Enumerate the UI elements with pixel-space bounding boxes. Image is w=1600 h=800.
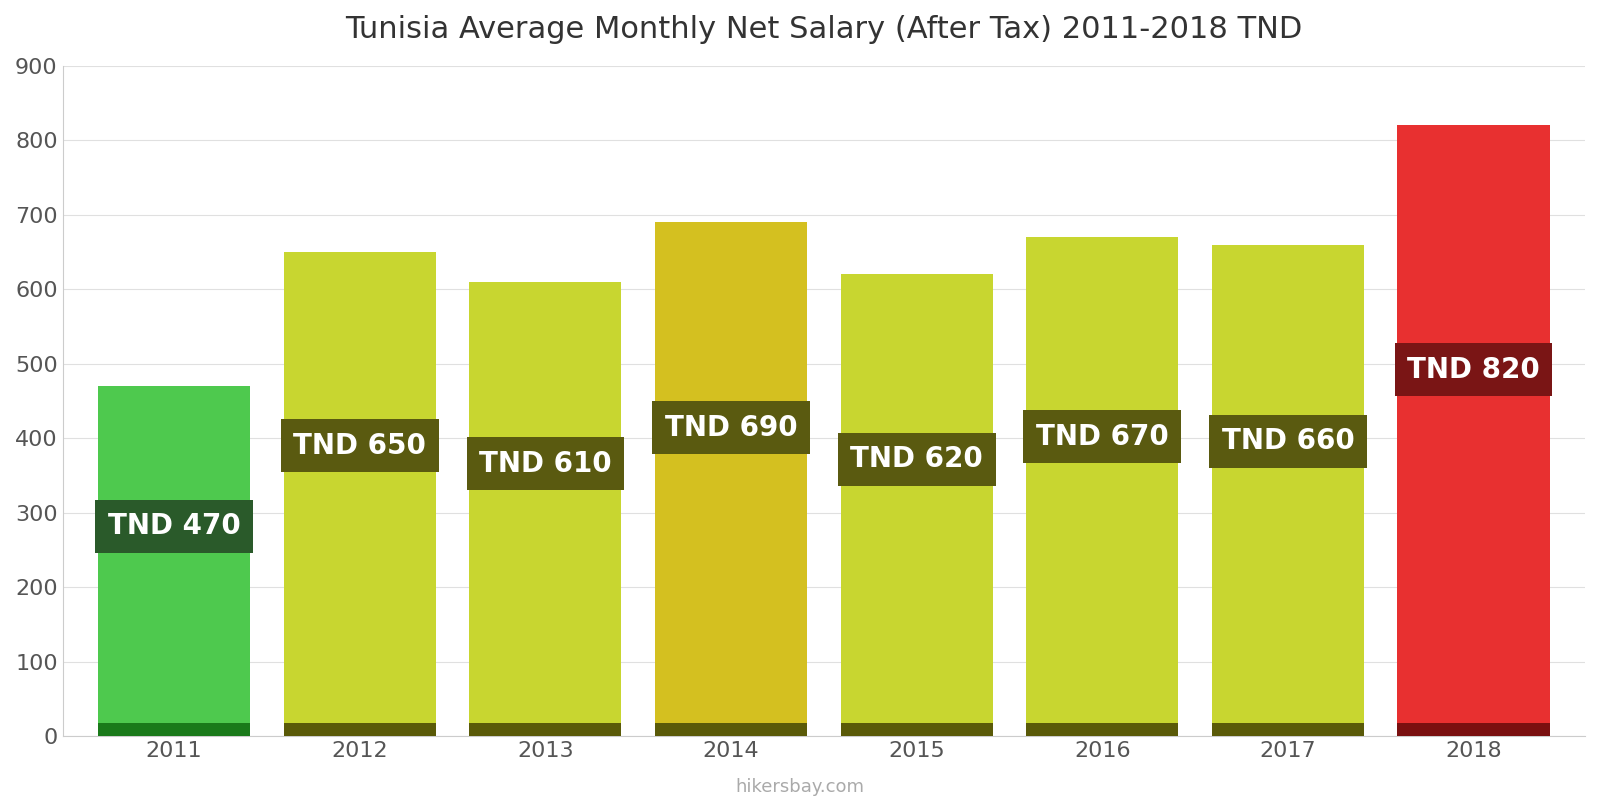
Text: TND 670: TND 670: [1035, 422, 1168, 450]
Bar: [98, 386, 250, 736]
Bar: [840, 722, 992, 736]
Text: hikersbay.com: hikersbay.com: [736, 778, 864, 796]
Bar: [283, 252, 435, 736]
Text: TND 610: TND 610: [478, 450, 611, 478]
Bar: [469, 722, 621, 736]
Bar: [840, 274, 992, 736]
Bar: [654, 222, 806, 736]
Bar: [1026, 237, 1179, 736]
Text: TND 470: TND 470: [107, 512, 240, 540]
Bar: [654, 722, 806, 736]
Text: TND 820: TND 820: [1408, 356, 1539, 384]
Bar: [1211, 245, 1365, 736]
Text: TND 660: TND 660: [1221, 427, 1354, 455]
Bar: [469, 282, 621, 736]
Bar: [1026, 722, 1179, 736]
Bar: [1211, 722, 1365, 736]
Text: TND 690: TND 690: [664, 414, 797, 442]
Bar: [1397, 722, 1550, 736]
Bar: [1397, 126, 1550, 736]
Title: Tunisia Average Monthly Net Salary (After Tax) 2011-2018 TND: Tunisia Average Monthly Net Salary (Afte…: [346, 15, 1302, 44]
Bar: [283, 722, 435, 736]
Bar: [98, 722, 250, 736]
Text: TND 650: TND 650: [293, 432, 426, 460]
Text: TND 620: TND 620: [850, 445, 982, 473]
